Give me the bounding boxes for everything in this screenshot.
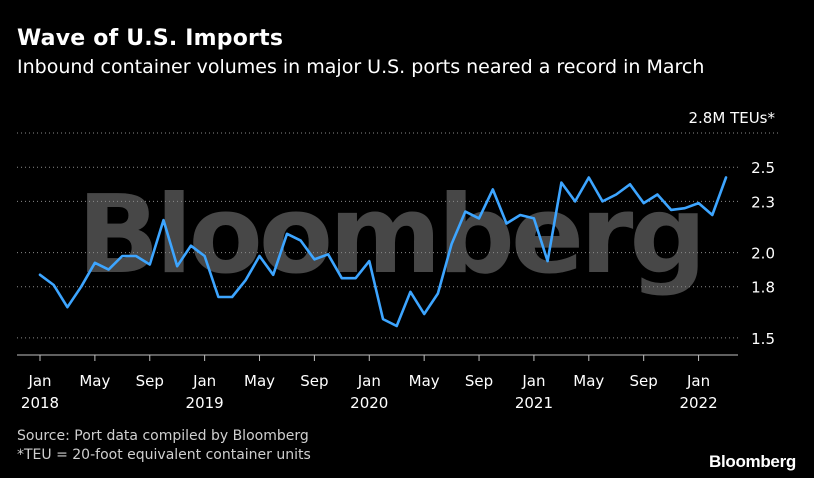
- x-tick-month: May: [573, 372, 604, 390]
- y-tick-label: 2.0: [751, 245, 775, 263]
- x-tick-month: Sep: [630, 372, 658, 390]
- x-tick-month: May: [244, 372, 275, 390]
- x-tick-month: Sep: [300, 372, 328, 390]
- x-tick-month: Sep: [136, 372, 164, 390]
- y-tick-label: 1.8: [751, 279, 775, 297]
- x-tick-month: Jan: [192, 372, 216, 390]
- watermark: Bloomberg: [77, 173, 706, 298]
- series-line: [38, 176, 728, 328]
- x-tick-month: May: [79, 372, 110, 390]
- x-tick-month: Jan: [521, 372, 545, 390]
- y-tick-label: 2.5: [751, 159, 775, 177]
- y-tick-label: 1.5: [751, 330, 775, 348]
- grid: [17, 132, 780, 339]
- x-tick-month: Jan: [357, 372, 381, 390]
- y-axis-labels: 2.8M TEUs* 1.5 1.8 2.0 2.3 2.5: [689, 109, 776, 348]
- x-tick-year: 2021: [515, 394, 553, 412]
- y-tick-label: 2.3: [751, 193, 775, 211]
- x-tick-month: Sep: [465, 372, 493, 390]
- x-tick-month: May: [409, 372, 440, 390]
- chart-title: Wave of U.S. Imports: [17, 26, 284, 51]
- x-tick-month: Jan: [686, 372, 710, 390]
- x-axis: Jan 2018 May Sep Jan 2019 May Sep Jan 2020 May Sep J…: [17, 354, 738, 412]
- x-tick-year: 2022: [679, 394, 717, 412]
- x-tick-year: 2020: [350, 394, 388, 412]
- watermark-text: Bloomberg: [77, 173, 702, 298]
- bloomberg-logo: Bloomberg: [708, 452, 796, 471]
- chart-subtitle: Inbound container volumes in major U.S. …: [17, 56, 705, 78]
- series-line-0: [38, 176, 728, 328]
- x-tick-year: 2019: [186, 394, 224, 412]
- source-note: Source: Port data compiled by Bloomberg: [17, 428, 309, 444]
- footnote: *TEU = 20-foot equivalent container unit…: [17, 447, 311, 463]
- x-tick-month: Jan: [27, 372, 51, 390]
- y-axis-unit-label: 2.8M TEUs*: [689, 109, 776, 127]
- x-tick-year: 2018: [21, 394, 59, 412]
